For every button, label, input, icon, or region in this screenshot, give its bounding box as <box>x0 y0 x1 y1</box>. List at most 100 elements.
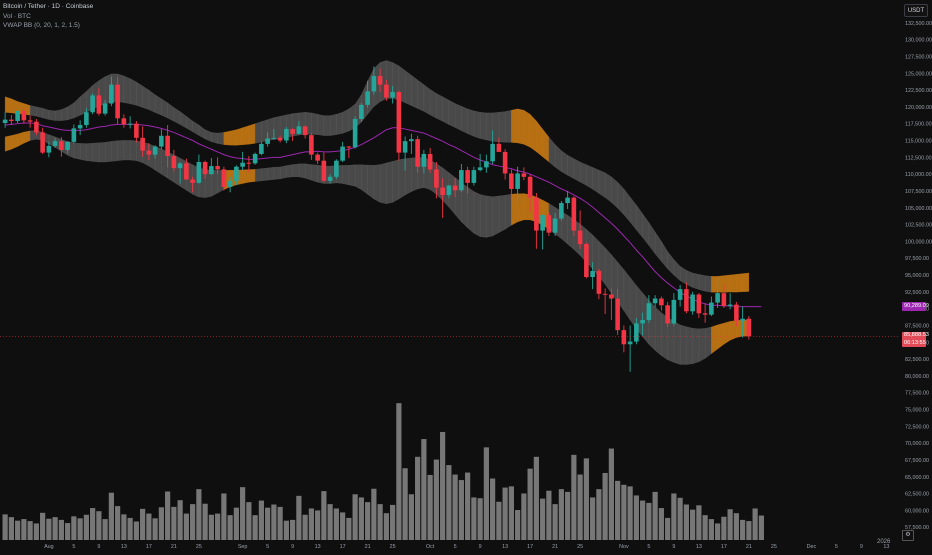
lower-band-segment <box>592 234 600 277</box>
x-tick-label: 5 <box>266 544 269 550</box>
candle-body <box>146 150 152 155</box>
volume-bar <box>727 509 733 540</box>
candle-body <box>534 197 539 231</box>
candle-body <box>546 215 552 233</box>
lower-band-segment <box>711 324 718 354</box>
volume-bar <box>596 489 602 540</box>
volume-bar <box>752 508 758 540</box>
candle-body <box>346 146 352 148</box>
candle-body <box>565 197 570 204</box>
volume-bar <box>665 517 671 540</box>
candle-body <box>402 141 408 153</box>
legend-indicator[interactable]: VWAP BB (0, 20, 1, 2, 1.5) <box>3 22 80 29</box>
volume-bar <box>208 514 214 540</box>
volume-bar <box>233 507 239 540</box>
last-price-value: 85,888.53 <box>904 332 929 339</box>
candle-body <box>159 135 164 147</box>
legend: Bitcoin / Tether · 1D · Coinbase Vol · B… <box>3 2 93 31</box>
lower-band-segment <box>279 165 287 180</box>
candle-body <box>596 270 602 294</box>
candle-body <box>284 129 289 141</box>
volume-bar <box>340 512 346 540</box>
volume-bar <box>252 515 258 540</box>
volume-bar <box>358 497 364 540</box>
lower-band-segment <box>473 191 481 237</box>
y-tick-label: 70,000.00 <box>905 441 929 447</box>
volume-bar <box>71 516 77 540</box>
candle-body <box>465 170 470 183</box>
candle-body <box>209 166 214 175</box>
volume-bar <box>215 513 221 540</box>
candles <box>2 66 752 372</box>
candle-body <box>540 215 545 231</box>
upper-band-segment <box>692 272 700 290</box>
currency-badge[interactable]: USDT <box>904 4 928 17</box>
candle-body <box>621 330 627 345</box>
lower-band-segment <box>398 158 406 200</box>
volume-bar <box>27 521 33 540</box>
lower-band-segment <box>311 164 318 183</box>
volume-bar <box>133 521 139 540</box>
candle-body <box>690 294 695 312</box>
y-tick-label: 122,500.00 <box>905 88 932 94</box>
volume-bar <box>315 510 321 540</box>
x-tick-label: 5 <box>647 544 650 550</box>
volume-bar <box>127 517 133 540</box>
lower-band-segment <box>629 277 637 330</box>
settings-gear-icon[interactable]: ⚙ <box>902 530 914 541</box>
candle-body <box>646 303 652 321</box>
upper-band-segment <box>517 108 525 145</box>
legend-volume[interactable]: Vol · BTC <box>3 12 31 20</box>
upper-band-segment <box>467 108 475 137</box>
candle-body <box>684 289 689 312</box>
upper-band-segment <box>717 275 725 293</box>
last-price-tag: 85,888.53 06:13:55 <box>902 332 929 348</box>
volume-bar <box>121 514 127 540</box>
candle-body <box>627 341 633 345</box>
volume-bar <box>90 508 96 540</box>
upper-band-segment <box>123 75 131 104</box>
volume-bar <box>527 468 533 540</box>
lower-band-segment <box>392 159 400 203</box>
upper-band-segment <box>323 115 331 136</box>
lower-band-segment <box>98 142 106 163</box>
lower-band-segment <box>504 193 512 230</box>
volume-bar <box>433 459 439 540</box>
candle-body <box>415 139 420 167</box>
volume-bar <box>258 500 264 540</box>
lower-band-segment <box>104 141 112 163</box>
candle-body <box>102 103 108 114</box>
volume-bar <box>146 513 152 540</box>
x-tick-label: 9 <box>479 544 482 550</box>
volume-bars <box>2 403 764 540</box>
lower-band-segment <box>261 167 268 182</box>
y-tick-label: 65,000.00 <box>905 475 929 481</box>
lower-band-segment <box>736 319 743 338</box>
volume-bar <box>708 519 714 540</box>
upper-band-segment <box>329 114 337 136</box>
upper-band-segment <box>36 106 43 119</box>
upper-band-segment <box>611 176 618 209</box>
volume-bar <box>290 519 296 540</box>
candle-body <box>315 154 320 161</box>
upper-band-segment <box>217 132 225 145</box>
upper-band-segment <box>48 110 56 121</box>
lower-band-segment <box>486 195 493 238</box>
volume-bar <box>458 480 464 540</box>
x-tick-label: 13 <box>121 544 127 550</box>
volume-bar <box>533 456 539 540</box>
volume-bar <box>621 484 627 540</box>
volume-bar <box>390 504 396 540</box>
x-tick-label: 21 <box>746 544 752 550</box>
x-tick-label: 13 <box>883 544 889 550</box>
x-tick-label: 9 <box>672 544 675 550</box>
volume-bar <box>196 489 202 540</box>
y-tick-label: 110,000.00 <box>905 172 932 178</box>
candle-body <box>584 244 589 278</box>
legend-title[interactable]: Bitcoin / Tether · 1D · Coinbase <box>3 3 94 10</box>
candle-body <box>440 187 445 195</box>
upper-band-segment <box>529 113 537 152</box>
volume-bar <box>652 491 658 540</box>
